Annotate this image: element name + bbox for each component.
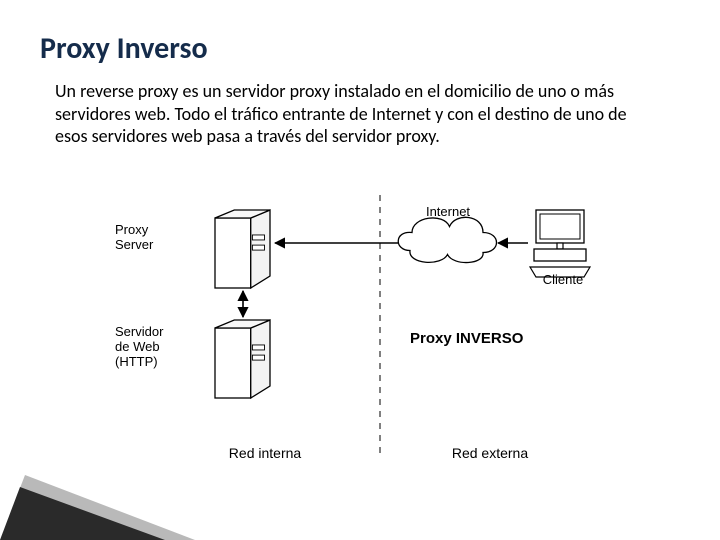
label-red-interna: Red interna: [215, 445, 315, 461]
slide-title: Proxy Inverso: [40, 30, 208, 67]
label-red-externa: Red externa: [440, 445, 540, 461]
reverse-proxy-diagram: ProxyServer Servidorde Web(HTTP) Interne…: [100, 195, 620, 475]
label-proxy-server: ProxyServer: [115, 223, 195, 253]
slide-accent-decoration: [0, 450, 220, 540]
accent-dark: [0, 487, 165, 540]
label-web-server: Servidorde Web(HTTP): [115, 325, 205, 370]
label-client: Cliente: [538, 273, 588, 288]
diagram-title: Proxy INVERSO: [410, 330, 523, 347]
slide-body-text: Un reverse proxy es un servidor proxy in…: [55, 80, 655, 148]
label-internet: Internet: [418, 205, 478, 220]
